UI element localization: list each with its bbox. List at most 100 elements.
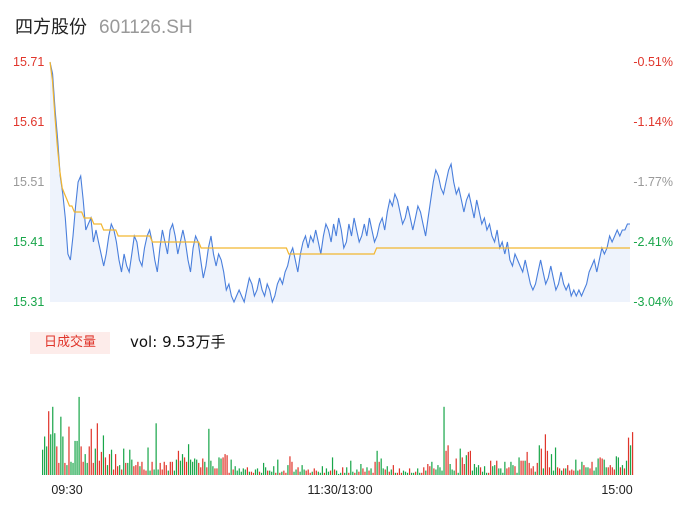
volume-bar <box>398 468 401 475</box>
volume-bar <box>504 461 506 475</box>
volume-bar <box>204 461 206 475</box>
volume-bar <box>291 461 293 475</box>
volume-bar <box>192 461 194 475</box>
volume-bar <box>175 459 178 475</box>
price-tick-label: 15.41 <box>13 235 44 249</box>
volume-bar <box>477 465 480 475</box>
volume-bar <box>238 468 240 475</box>
volume-bar <box>177 450 180 475</box>
price-tick-label: 15.31 <box>13 295 44 309</box>
volume-bar <box>376 450 378 475</box>
volume-bar <box>573 470 575 475</box>
volume-bar <box>202 458 204 475</box>
volume-bar <box>394 472 396 475</box>
time-tick-label: 11:30/13:00 <box>307 483 372 497</box>
volume-bar <box>244 469 246 475</box>
volume-bar <box>66 465 68 475</box>
volume-bar <box>433 468 435 475</box>
volume-bar <box>246 467 248 475</box>
volume-bar <box>64 462 66 475</box>
price-line <box>49 61 630 304</box>
volume-bar <box>210 460 212 475</box>
volume-bar <box>327 471 330 475</box>
volume-bar <box>372 472 374 475</box>
volume-value: 9.53万手 <box>162 333 226 351</box>
volume-bar <box>340 472 342 475</box>
volume-bar <box>293 471 295 475</box>
volume-bar <box>447 445 449 475</box>
volume-bar <box>131 459 133 475</box>
volume-bar <box>425 470 427 475</box>
volume-bar <box>117 466 119 475</box>
volume-bar <box>129 449 131 475</box>
volume-bar <box>512 465 514 475</box>
volume-bar <box>536 462 538 475</box>
volume-bar <box>313 468 315 475</box>
volume-bar <box>366 467 368 475</box>
volume-bar <box>92 462 94 475</box>
price-tick-label: 15.51 <box>13 175 44 189</box>
volume-bar <box>299 471 301 475</box>
volume-bar <box>449 464 451 475</box>
volume-bar <box>597 458 599 475</box>
volume-bar <box>457 472 459 475</box>
daily-volume-tab[interactable]: 日成交量 <box>30 332 110 354</box>
volume-bar <box>364 471 366 475</box>
volume-bar <box>595 467 597 475</box>
volume-bar <box>445 450 447 475</box>
volume-bar <box>94 448 96 475</box>
volume-bar <box>281 471 283 475</box>
volume-bar <box>348 472 350 475</box>
volume-bar <box>98 460 100 475</box>
volume-bar <box>483 466 486 475</box>
percent-tick-label: -1.14% <box>633 115 673 129</box>
volume-bar <box>222 457 224 475</box>
volume-bar <box>615 456 617 475</box>
volume-bar <box>402 470 405 475</box>
stock-code: 601126.SH <box>99 17 193 38</box>
volume-bar <box>593 470 595 475</box>
volume-bar <box>52 406 54 475</box>
volume-bar <box>179 460 182 475</box>
price-panel <box>49 61 630 304</box>
volume-bar <box>106 465 109 475</box>
volume-bar <box>62 436 64 475</box>
volume-bar <box>50 434 52 475</box>
volume-bar <box>463 464 465 475</box>
volume-bar <box>90 428 92 475</box>
volume-bar <box>82 461 84 475</box>
volume-bar <box>467 451 469 475</box>
volume-bar <box>623 468 626 475</box>
price-tick-label: 15.71 <box>13 55 44 69</box>
volume-bar <box>54 433 56 475</box>
volume-bar <box>498 468 500 475</box>
volume-bar <box>502 472 504 475</box>
volume-bar <box>187 444 190 475</box>
volume-bar <box>135 465 137 475</box>
volume-bar <box>256 468 259 475</box>
volume-bar <box>605 467 607 475</box>
volume-bar <box>171 461 173 475</box>
volume-bar <box>133 466 135 475</box>
volume-bar <box>220 458 222 475</box>
volume-bar <box>335 470 338 475</box>
volume-bar <box>226 455 228 475</box>
volume-bar <box>159 462 161 475</box>
volume-bar <box>242 468 244 475</box>
volume-bar <box>577 470 579 475</box>
volume-bar <box>329 470 332 475</box>
volume-bar <box>625 460 628 475</box>
volume-bar <box>567 465 569 475</box>
volume-bar <box>565 468 567 475</box>
volume-bar <box>607 467 609 475</box>
volume-bar <box>331 457 334 475</box>
volume-bar <box>473 464 476 475</box>
volume-bar <box>273 466 275 475</box>
volume-readout: vol: 9.53万手 <box>130 332 225 352</box>
volume-bar <box>303 469 305 475</box>
volume-bar <box>510 461 512 475</box>
volume-bar <box>465 455 467 475</box>
volume-bar <box>579 469 581 475</box>
volume-bar <box>384 469 386 475</box>
volume-bar <box>382 468 384 475</box>
